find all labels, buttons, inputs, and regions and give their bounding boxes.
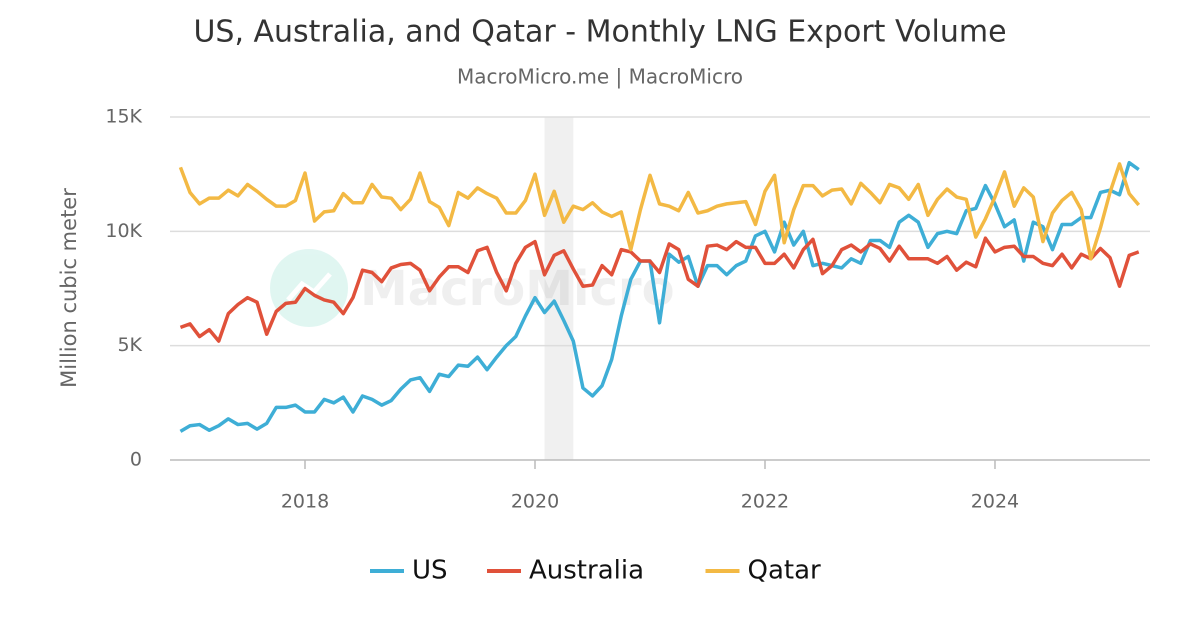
legend-label: Qatar [748,556,822,586]
legend-label: Australia [529,556,644,586]
legend-label: US [412,556,448,586]
shaded-period [544,117,574,460]
chart-subtitle: MacroMicro.me | MacroMicro [457,65,743,89]
y-tick-label: 0 [130,449,142,471]
x-tick-label: 2018 [281,491,329,513]
watermark-icon [286,272,332,302]
y-tick-label: 5K [117,334,142,356]
watermark-logo [270,249,348,327]
chart-title: US, Australia, and Qatar - Monthly LNG E… [193,15,1006,50]
series-line [179,236,1140,343]
y-tick-label: 10K [105,220,142,242]
series-line [179,160,1140,433]
x-tick-label: 2020 [511,491,559,513]
x-tick-label: 2024 [971,491,1019,513]
y-tick-label: 15K [105,106,142,128]
series-line [178,162,1141,261]
x-tick-label: 2022 [741,491,789,513]
y-axis-label: Million cubic meter [57,188,81,388]
